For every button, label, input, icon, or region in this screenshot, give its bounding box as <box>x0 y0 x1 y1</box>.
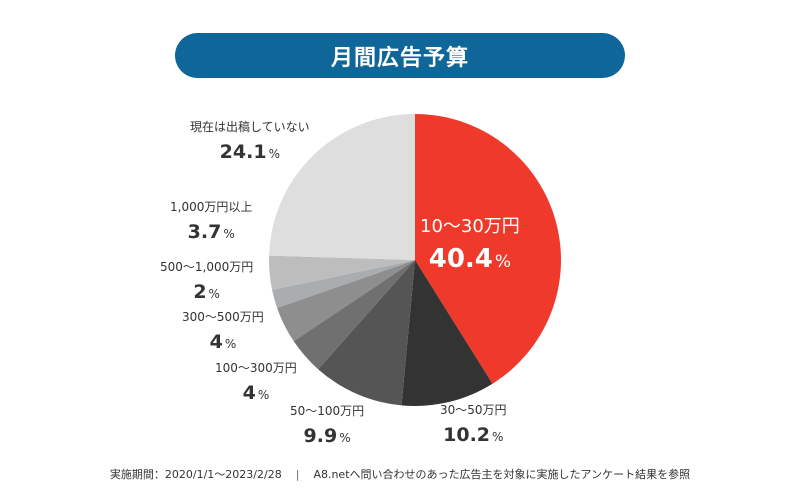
pie-slice-2 <box>318 260 415 406</box>
slice-label-6: 1,000万円以上 3.7% <box>170 200 253 243</box>
pie-slice-7 <box>269 114 415 260</box>
pie-slice-1 <box>401 260 493 406</box>
survey-source: A8.netへ問い合わせのあった広告主を対象に実施したアンケート結果を参照 <box>313 468 691 481</box>
survey-period: 実施期間：2020/1/1〜2023/2/28 <box>109 468 282 481</box>
footer-note: 実施期間：2020/1/1〜2023/2/28 | A8.netへ問い合わせのあった… <box>0 466 800 482</box>
separator: | <box>295 468 300 481</box>
chart-title: 月間広告予算 <box>175 33 625 78</box>
slice-label-2: 50〜100万円 9.9% <box>290 404 365 447</box>
slice-label-0: 10〜30万円 40.4% <box>420 216 520 274</box>
slice-label-3: 100〜300万円 4% <box>215 361 297 404</box>
pie-slice-4 <box>277 260 415 342</box>
pie-slice-0 <box>415 114 562 384</box>
slice-label-4: 300〜500万円 4% <box>182 310 264 353</box>
slice-label-7: 現在は出稿していない 24.1% <box>190 120 310 163</box>
slice-label-5: 500〜1,000万円 2% <box>160 260 254 303</box>
slice-label-1: 30〜50万円 10.2% <box>440 403 507 446</box>
pie-slice-6 <box>269 255 415 290</box>
pie-slice-3 <box>293 260 415 370</box>
pie-slice-5 <box>272 260 415 308</box>
